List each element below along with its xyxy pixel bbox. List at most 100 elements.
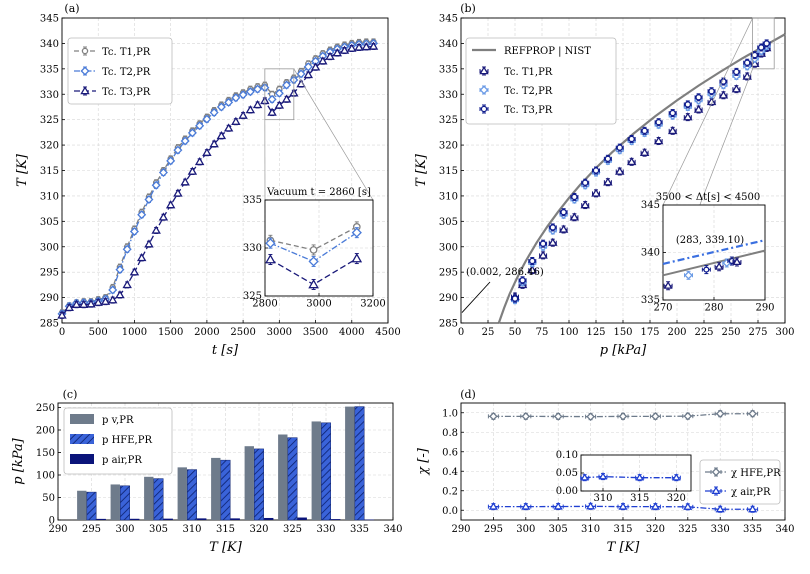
y-tick-label: 320	[439, 141, 458, 152]
x-tick-label: 320	[646, 524, 665, 535]
data-point	[216, 102, 226, 112]
data-point	[731, 84, 742, 93]
data-point	[173, 145, 183, 155]
x-tick-label: 320	[249, 524, 268, 535]
legend-label: Tc. T1,PR	[504, 67, 553, 78]
x-tick-label: 330	[711, 524, 730, 535]
y-tick-label: 0.0	[442, 506, 458, 517]
x-tick-label: 0	[458, 327, 464, 338]
inset-series-line	[584, 475, 677, 479]
legend-label: Tc. T2,PR	[504, 86, 553, 97]
x-tick-label: 290	[48, 524, 67, 535]
x-tick-label: 290	[755, 303, 774, 314]
data-point	[180, 177, 190, 186]
data-point	[715, 409, 725, 419]
data-point	[274, 88, 284, 98]
data-point	[580, 200, 590, 209]
x-tick-label: 305	[149, 524, 168, 535]
y-tick-label: 50	[42, 493, 55, 504]
x-tick-label: 295	[484, 524, 503, 535]
data-point	[655, 118, 662, 126]
x-tick-label: 335	[743, 524, 762, 535]
y-tick-label: 310	[40, 191, 59, 202]
data-point	[586, 412, 595, 421]
x-tick-label: 325	[283, 524, 302, 535]
x-axis-label: T [K]	[607, 540, 641, 555]
x-tick-label: 300	[775, 327, 794, 338]
x-tick-label: 295	[82, 524, 101, 535]
data-point	[733, 68, 740, 76]
data-point	[151, 225, 161, 234]
y-tick-label: 340	[439, 39, 458, 50]
panel-label-c: (c)	[63, 388, 78, 401]
x-tick-label: 100	[559, 327, 578, 338]
inset-data-point	[684, 270, 693, 280]
x-tick-label: 25	[482, 327, 495, 338]
x-tick-label: 0	[59, 327, 65, 338]
legend-label: χ HFE,PR	[731, 468, 781, 479]
panel-a: 0 500 1000 1500 2000 2500 3000 3500 4000 4500 285 2…	[15, 2, 401, 358]
data-point	[202, 114, 212, 124]
x-tick-label: 4000	[339, 327, 364, 338]
data-point	[202, 147, 212, 156]
bar	[163, 518, 173, 520]
bar	[187, 469, 197, 521]
y-tick-label: 295	[439, 268, 458, 279]
y-axis-label: χ [-]	[416, 447, 431, 475]
x-tick-label: 300	[115, 524, 134, 535]
data-point	[548, 237, 558, 246]
data-point	[683, 502, 693, 510]
x-tick-label: 270	[653, 303, 672, 314]
legend-marker	[479, 85, 489, 95]
panel-label-a: (a)	[64, 2, 79, 15]
bar	[278, 434, 288, 520]
data-point	[354, 42, 364, 51]
inset-data-point	[351, 253, 363, 263]
legend-label: Tc. T1,PR	[102, 47, 151, 58]
x-tick-label: 3200	[360, 299, 385, 310]
data-point	[650, 501, 660, 510]
data-point	[224, 97, 234, 107]
data-point	[252, 100, 263, 109]
y-tick-label: 150	[36, 448, 55, 459]
x-tick-label: 125	[586, 327, 605, 338]
bar	[331, 519, 341, 520]
inset-title: 3500 < Δt[s] < 4500	[656, 192, 761, 203]
bar	[120, 485, 130, 521]
inset-data-point	[714, 262, 724, 270]
y-tick-label: 200	[36, 426, 55, 437]
bar	[211, 457, 221, 520]
bar	[321, 422, 331, 521]
data-point	[194, 156, 205, 166]
data-point	[521, 412, 531, 421]
legend-marker	[80, 66, 90, 76]
y-tick-label: 0.10	[556, 450, 578, 461]
inset-data-point	[265, 254, 276, 264]
y-tick-label: 335	[243, 195, 262, 206]
data-point	[718, 90, 729, 99]
data-point	[763, 40, 770, 47]
data-point	[558, 224, 569, 233]
data-point	[553, 501, 563, 510]
data-point	[748, 409, 757, 419]
x-tick-label: 250	[721, 327, 740, 338]
x-tick-label: 315	[613, 524, 632, 535]
data-point	[519, 277, 526, 284]
series-1	[510, 43, 772, 301]
x-tick-label: 2500	[230, 327, 255, 338]
x-tick-label: 3000	[306, 299, 331, 310]
data-point	[144, 194, 154, 204]
data-point	[64, 302, 74, 312]
x-tick-label: 75	[536, 327, 549, 338]
data-point	[93, 297, 103, 306]
x-tick-label: 325	[678, 524, 697, 535]
data-point	[683, 411, 693, 421]
data-point	[591, 188, 601, 197]
data-point	[122, 279, 132, 289]
data-point	[267, 107, 277, 116]
bar	[345, 406, 355, 520]
inset-series-3	[265, 253, 363, 290]
x-tick-label: 335	[350, 524, 369, 535]
inset-reference-line	[662, 249, 766, 277]
data-point	[708, 87, 715, 95]
